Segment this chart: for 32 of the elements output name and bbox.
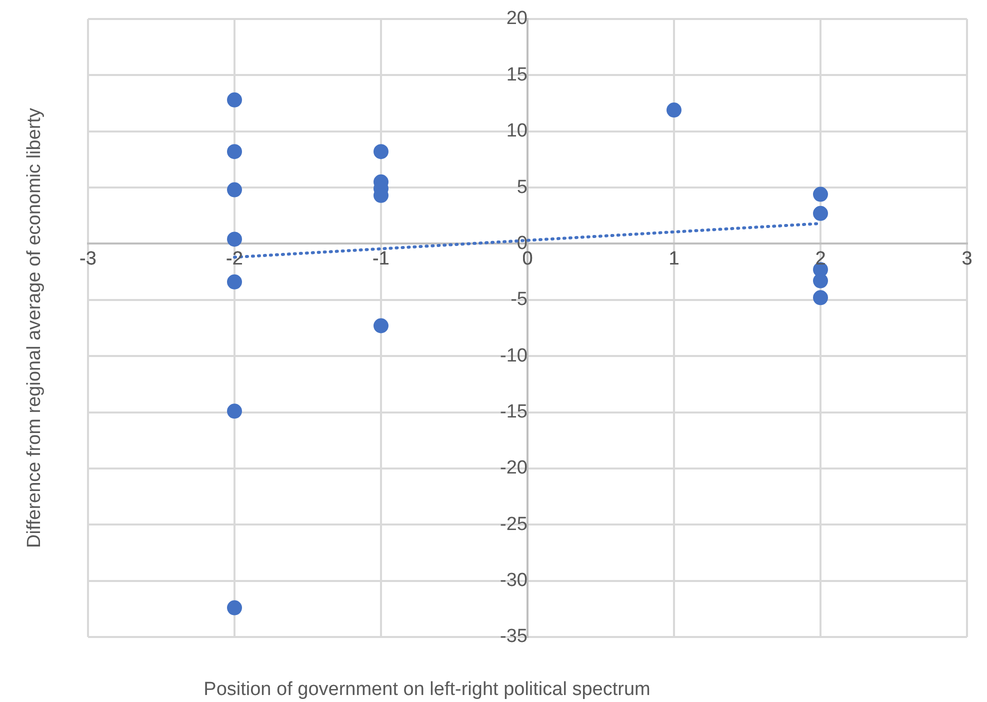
point [666,102,682,118]
y-tick-label: 10 [506,120,528,142]
x-tick-label: 1 [668,248,680,270]
y-tick-label: -35 [500,626,528,648]
point [227,182,242,198]
x-axis-title: Position of government on left-right political spectrum [204,679,650,701]
point [227,274,242,290]
y-tick-label: -5 [510,289,528,310]
point [813,206,828,221]
point [374,144,388,160]
x-tick-label: -1 [372,248,390,270]
y-tick-label: 5 [516,176,528,198]
point [227,144,242,160]
point [227,92,242,108]
y-tick-label: -10 [500,345,528,366]
y-tick-label: 15 [506,64,528,86]
x-tick-label: -2 [226,248,243,270]
y-axis-title: Difference from regional average of economic liberty [24,108,46,548]
point [227,600,242,616]
point [374,318,388,334]
x-tick-label: 3 [962,248,972,270]
y-tick-label: -30 [500,570,528,592]
y-tick-label: -25 [500,514,528,535]
point [813,273,828,288]
x-tick-label: -3 [80,248,96,270]
y-tick-label: 20 [506,8,528,30]
point [227,404,242,419]
point [813,290,828,306]
y-tick-label: -20 [500,458,528,479]
point [227,232,242,247]
y-tick-label: -15 [500,402,528,423]
point [813,186,828,202]
